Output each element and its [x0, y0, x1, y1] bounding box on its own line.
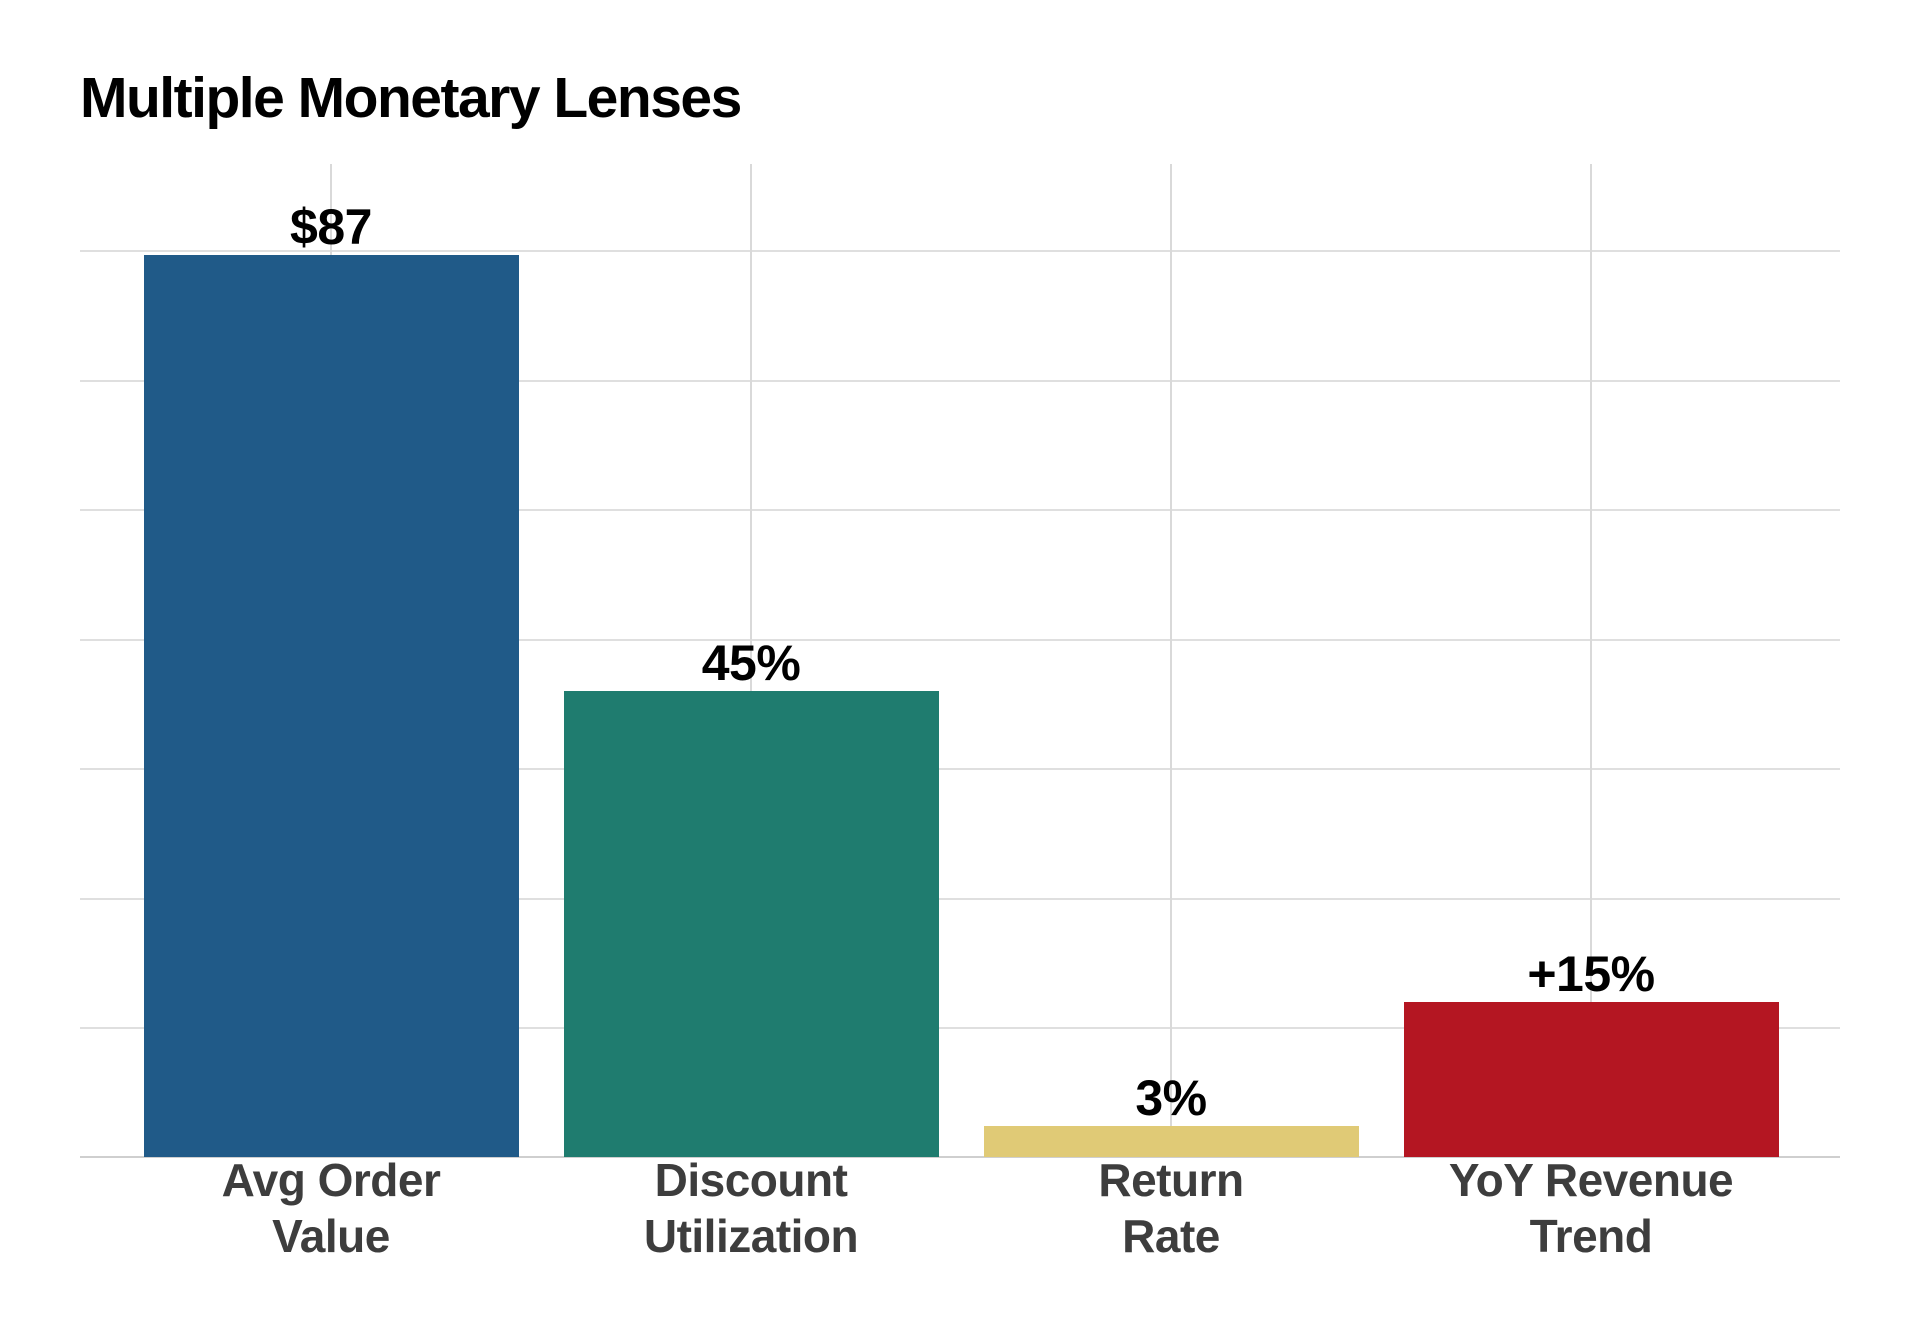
category-label-discount-utilization: Discount Utilization	[531, 1152, 971, 1264]
gridline-horizontal	[80, 768, 1840, 770]
category-label-return-rate: Return Rate	[951, 1152, 1391, 1264]
value-label-discount-utilization: 45%	[701, 635, 801, 691]
gridline-vertical	[1590, 164, 1592, 1157]
gridline-horizontal	[80, 380, 1840, 382]
category-label-line: Return	[1098, 1154, 1244, 1206]
category-label-avg-order-value: Avg Order Value	[111, 1152, 551, 1264]
gridline-horizontal	[80, 250, 1840, 252]
category-label-line: YoY Revenue	[1448, 1154, 1734, 1206]
category-label-line: Utilization	[643, 1210, 859, 1262]
gridline-horizontal	[80, 639, 1840, 641]
value-label-avg-order-value: $87	[290, 199, 372, 255]
category-label-line: Trend	[1529, 1210, 1653, 1262]
chart-title: Multiple Monetary Lenses	[80, 66, 742, 130]
category-label-line: Discount	[654, 1154, 848, 1206]
gridline-vertical	[1170, 164, 1172, 1157]
gridline-horizontal	[80, 898, 1840, 900]
gridline-horizontal	[80, 509, 1840, 511]
category-label-line: Value	[272, 1210, 390, 1262]
category-label-line: Avg Order	[221, 1154, 441, 1206]
bar-discount-utilization	[563, 691, 939, 1157]
category-label-yoy-revenue-trend: YoY Revenue Trend	[1371, 1152, 1811, 1264]
value-label-return-rate: 3%	[1135, 1070, 1207, 1126]
value-label-yoy-revenue-trend: +15%	[1527, 946, 1655, 1002]
gridline-horizontal	[80, 1027, 1840, 1029]
category-label-line: Rate	[1122, 1210, 1220, 1262]
gridline-vertical	[750, 164, 752, 1157]
bar-yoy-revenue-trend	[1403, 1002, 1779, 1157]
bar-avg-order-value	[143, 255, 519, 1157]
x-axis-line	[80, 1156, 1840, 1158]
bar-return-rate	[983, 1126, 1359, 1157]
